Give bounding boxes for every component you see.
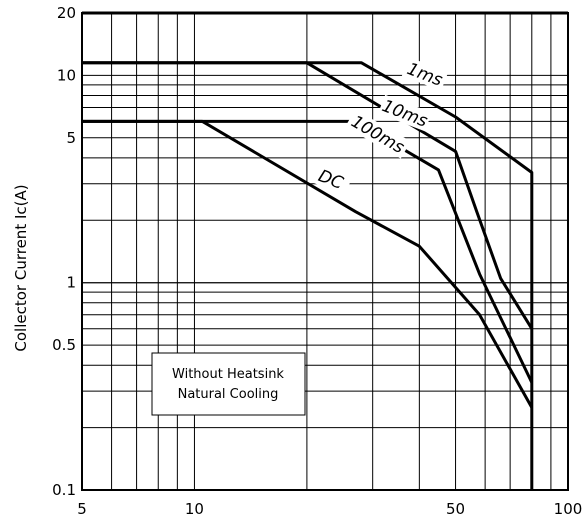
heatsink-note: Without Heatsink Natural Cooling: [151, 352, 306, 416]
series-line-100ms: [82, 119, 534, 384]
note-line-1: Without Heatsink: [172, 367, 284, 382]
y-tick-label: 20: [57, 4, 76, 22]
note-line-2: Natural Cooling: [178, 387, 279, 402]
y-tick-label: 1: [66, 274, 76, 292]
x-tick-label: 50: [446, 500, 465, 518]
series-line-dc: [82, 119, 534, 409]
x-tick-label: 100: [554, 500, 583, 518]
x-tick-label: 10: [185, 500, 204, 518]
series-line-10ms: [82, 61, 534, 330]
y-axis-label: Collector Current Ic(A): [12, 184, 30, 351]
y-tick-label: 0.5: [52, 336, 76, 354]
x-tick-label: 5: [77, 500, 87, 518]
y-tick-label: 0.1: [52, 481, 76, 499]
plot-frame: [81, 11, 569, 491]
y-tick-label: 10: [57, 66, 76, 84]
tick-labels: 5 10 50 100 0.1 0.5 1 5 10 20: [52, 4, 582, 518]
y-tick-label: 5: [66, 129, 76, 147]
series-curves: [82, 61, 534, 490]
